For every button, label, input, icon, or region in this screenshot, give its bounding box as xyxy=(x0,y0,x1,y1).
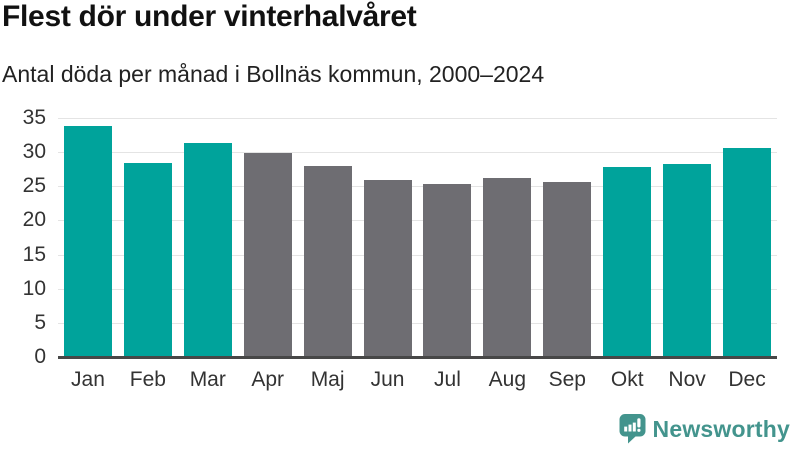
gridline-y-10 xyxy=(58,288,777,290)
logo-bar-large xyxy=(632,422,636,432)
gridline-y-20 xyxy=(58,220,777,222)
bar-dec xyxy=(723,148,772,357)
logo-bar-small xyxy=(623,426,627,432)
bar-feb xyxy=(123,163,172,357)
gridline-y-5 xyxy=(58,322,777,324)
y-axis-label-30: 30 xyxy=(22,140,46,164)
bar-sep xyxy=(543,181,592,357)
newsworthy-logo: Newsworthy xyxy=(619,414,790,444)
logo-exclamation-dot xyxy=(636,428,641,432)
x-axis-label-mar: Mar xyxy=(189,368,226,391)
bar-mar xyxy=(183,142,232,357)
x-axis-label-dec: Dec xyxy=(728,368,766,391)
bar-aug xyxy=(483,178,532,357)
y-axis-label-20: 20 xyxy=(22,208,46,232)
newsworthy-speech-bubble-bar-chart-icon xyxy=(619,414,646,444)
x-axis-label-jul: Jul xyxy=(434,368,461,391)
bar-jun xyxy=(363,180,412,357)
gridline-y-25 xyxy=(58,186,777,188)
x-axis-line xyxy=(58,356,777,359)
bar-nov xyxy=(663,164,712,357)
x-axis-label-feb: Feb xyxy=(129,368,166,391)
x-axis-label-jan: Jan xyxy=(71,368,105,391)
gridline-y-15 xyxy=(58,254,777,256)
y-axis-label-5: 5 xyxy=(34,310,46,334)
chart-title: Flest dör under vinterhalvåret xyxy=(2,0,417,33)
x-axis-label-apr: Apr xyxy=(251,368,285,391)
chart-subtitle: Antal döda per månad i Bollnäs kommun, 2… xyxy=(2,61,545,87)
bar-okt xyxy=(603,167,652,357)
y-axis-label-15: 15 xyxy=(22,242,46,266)
x-axis-label-aug: Aug xyxy=(488,368,527,391)
bar-apr xyxy=(243,152,292,357)
y-axis-label-25: 25 xyxy=(22,174,46,198)
gridline-y-30 xyxy=(58,152,777,154)
logo-exclamation-stem xyxy=(636,418,641,428)
gridline-y-35 xyxy=(58,118,777,119)
x-axis-label-jun: Jun xyxy=(370,368,405,391)
bar-maj xyxy=(303,165,352,357)
bar-jan xyxy=(63,125,112,357)
y-axis-label-10: 10 xyxy=(22,276,46,300)
newsworthy-brand-text: Newsworthy xyxy=(652,415,790,442)
y-axis-label-0: 0 xyxy=(34,345,46,368)
logo-bar-medium xyxy=(628,424,632,432)
x-axis-label-sep: Sep xyxy=(548,368,586,391)
x-axis-label-okt: Okt xyxy=(610,368,644,391)
bar-jul xyxy=(423,183,472,357)
y-axis-label-35: 35 xyxy=(22,106,46,129)
x-axis-label-maj: Maj xyxy=(310,368,345,391)
x-axis-label-nov: Nov xyxy=(668,368,706,391)
